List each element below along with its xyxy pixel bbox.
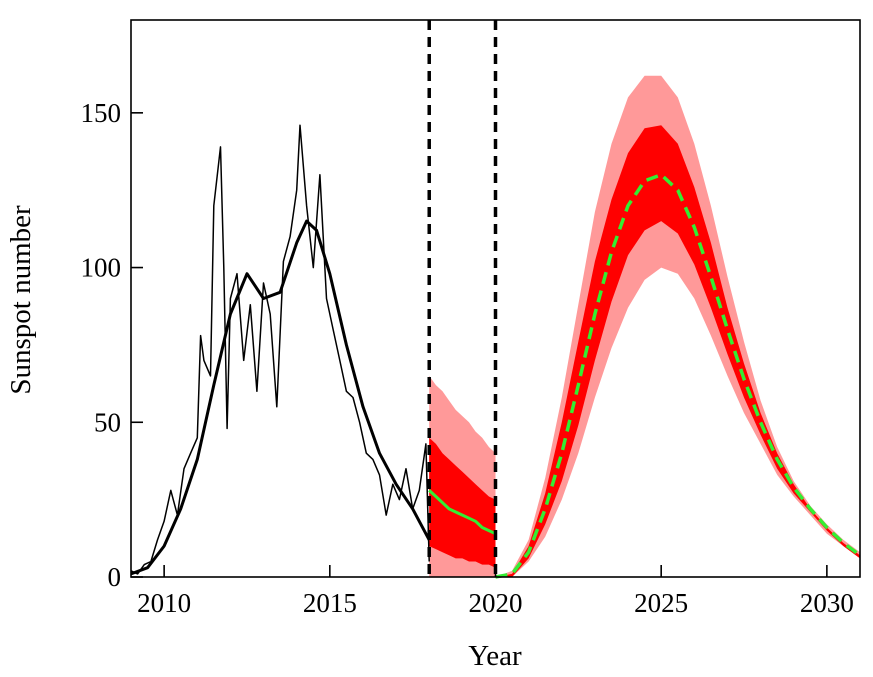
x-tick-label: 2015 [303, 588, 357, 618]
y-tick-label: 150 [81, 98, 122, 128]
x-axis-ticks: 2010 2015 2020 2025 2030 [137, 565, 854, 618]
forecast_cycle25-outer-band [495, 75, 860, 577]
x-tick-label: 2010 [137, 588, 191, 618]
x-tick-label: 2030 [800, 588, 854, 618]
y-axis-ticks: 0 50 100 150 [81, 98, 143, 592]
uncertainty-bands [429, 75, 860, 577]
vertical-markers [427, 20, 498, 577]
forecast_cycle25-inner-band [495, 125, 860, 577]
forecast_cycle25-line [495, 172, 862, 579]
y-axis-title: Sunspot number [5, 205, 37, 395]
y-tick-label: 0 [108, 562, 122, 592]
smoothed-line [130, 219, 431, 576]
x-tick-label: 2025 [634, 588, 688, 618]
monthly-line [130, 124, 430, 575]
forecast_2018_2020-inner-band [429, 437, 496, 568]
y-tick-label: 100 [81, 253, 122, 283]
forecast_2018_2020-line [428, 489, 497, 536]
x-axis-title: Year [468, 640, 522, 672]
x-tick-label: 2020 [469, 588, 523, 618]
y-tick-label: 50 [94, 407, 121, 437]
data-lines [130, 124, 862, 579]
